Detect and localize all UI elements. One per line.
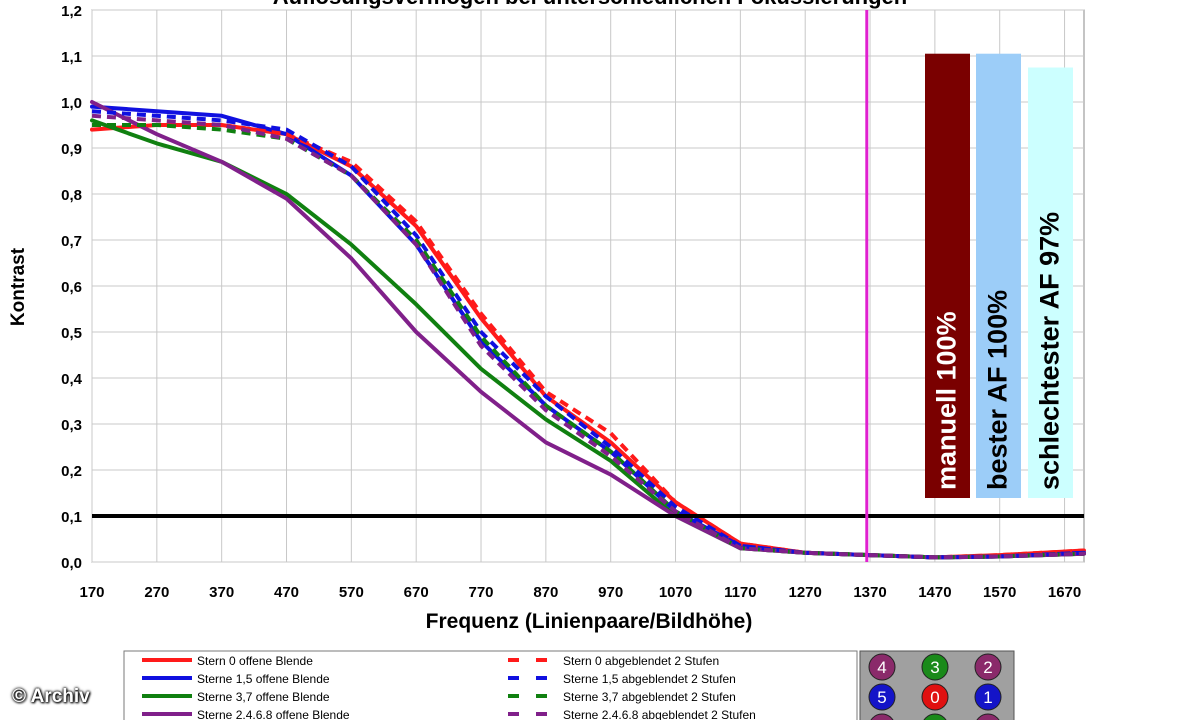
y-tick-label: 0,5 [61, 325, 82, 342]
legend-label-5: Sterne 1,5 abgeblendet 2 Stufen [563, 672, 736, 686]
legend-label-7: Sterne 2.4.6.8 abgeblendet 2 Stufen [563, 708, 756, 720]
star-circle-cut [976, 713, 1000, 720]
y-tick-label: 0,0 [61, 555, 82, 572]
y-tick-label: 1,0 [61, 95, 82, 112]
star-position-grid: 4 3 2 5 0 1 [859, 650, 1015, 720]
star-label-5: 1 [983, 688, 992, 707]
star-label-3: 5 [877, 688, 886, 707]
y-tick-label: 0,1 [61, 509, 82, 526]
x-tick-label: 1470 [918, 584, 951, 601]
star-circle-5 [974, 683, 1002, 711]
y-tick-label: 1,2 [61, 3, 82, 20]
chart-title: Auflösungsvermögen bei unterschiedlichen… [273, 0, 907, 9]
x-tick-label: 170 [79, 584, 104, 601]
star-circle-cut [923, 713, 947, 720]
x-tick-label: 1370 [853, 584, 886, 601]
star-label-2: 2 [983, 658, 992, 677]
x-tick-label: 970 [598, 584, 623, 601]
x-tick-label: 270 [144, 584, 169, 601]
bar-1 [976, 53, 1021, 498]
x-tick-label: 670 [404, 584, 429, 601]
legend-label-6: Sterne 3,7 abgeblendet 2 Stufen [563, 690, 736, 704]
bar-label-2: schlechtester AF 97% [1035, 212, 1065, 490]
x-axis-label: Frequenz (Linienpaare/Bildhöhe) [426, 610, 753, 633]
x-tick-label: 1570 [983, 584, 1016, 601]
y-tick-label: 0,9 [61, 141, 82, 158]
star-circle-2 [974, 653, 1002, 681]
y-tick-label: 1,1 [61, 49, 82, 66]
bar-0 [925, 53, 970, 498]
legend-label-2: Sterne 3,7 offene Blende [197, 690, 330, 704]
star-circle-3 [868, 683, 896, 711]
legend: Stern 0 offene Blende Sterne 1,5 offene B… [123, 650, 858, 720]
star-circle-1 [921, 653, 949, 681]
legend-label-1: Sterne 1,5 offene Blende [197, 672, 330, 686]
bar-label-0: manuell 100% [932, 311, 962, 490]
y-tick-label: 0,2 [61, 463, 82, 480]
y-tick-label: 0,7 [61, 233, 82, 250]
star-label-4: 0 [930, 688, 939, 707]
legend-label-3: Sterne 2.4.6.8 offene Blende [197, 708, 350, 720]
y-tick-label: 0,3 [61, 417, 82, 434]
x-tick-label: 1170 [724, 584, 757, 601]
y-tick-label: 0,8 [61, 187, 82, 204]
star-label-0: 4 [877, 658, 886, 677]
y-tick-label: 0,4 [61, 371, 83, 388]
x-tick-label: 1070 [659, 584, 692, 601]
copyright-label: © Archiv [12, 686, 90, 707]
x-tick-label: 470 [274, 584, 299, 601]
series-line-7 [91, 113, 1085, 560]
y-tick-label: 0,6 [61, 279, 82, 296]
plot-area: 0,0 0,1 0,2 0,3 0,4 0,5 0,6 0,7 0,8 0,9 1,0 1,1 1,2 1… [61, 3, 1086, 601]
x-tick-label: 370 [209, 584, 234, 601]
star-label-1: 3 [930, 658, 939, 677]
star-circle-4 [921, 683, 949, 711]
x-tick-label: 770 [469, 584, 494, 601]
x-tick-label: 870 [533, 584, 558, 601]
legend-box [123, 650, 858, 720]
x-tick-label: 1270 [789, 584, 822, 601]
star-circle-cut [870, 713, 894, 720]
x-tick-label: 570 [339, 584, 364, 601]
legend-label-4: Stern 0 abgeblendet 2 Stufen [563, 654, 719, 668]
y-axis-label: Kontrast [8, 247, 29, 326]
bar-2 [1028, 67, 1073, 498]
legend-label-0: Stern 0 offene Blende [197, 654, 313, 668]
star-circle-0 [868, 653, 896, 681]
bar-label-1: bester AF 100% [983, 290, 1013, 490]
x-tick-label: 1670 [1048, 584, 1081, 601]
